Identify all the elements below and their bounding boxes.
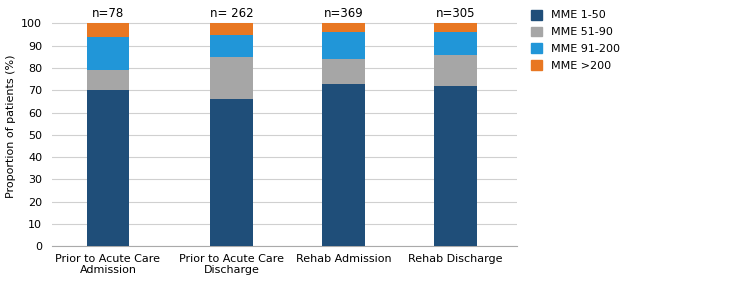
Bar <box>322 59 364 83</box>
Bar <box>434 55 477 86</box>
Bar <box>322 23 364 32</box>
Text: n=305: n=305 <box>436 7 476 20</box>
Bar <box>434 86 477 246</box>
Bar <box>210 99 253 246</box>
Text: n= 262: n= 262 <box>209 7 254 20</box>
Bar <box>322 83 364 246</box>
Bar <box>434 23 477 32</box>
Bar <box>322 32 364 59</box>
Bar <box>86 70 129 90</box>
Y-axis label: Proportion of patients (%): Proportion of patients (%) <box>5 54 16 198</box>
Legend: MME 1-50, MME 51-90, MME 91-200, MME >200: MME 1-50, MME 51-90, MME 91-200, MME >20… <box>527 6 623 74</box>
Bar <box>210 23 253 35</box>
Bar <box>210 35 253 57</box>
Bar <box>86 23 129 37</box>
Text: n=369: n=369 <box>324 7 364 20</box>
Bar <box>86 90 129 246</box>
Bar <box>210 57 253 99</box>
Text: n=78: n=78 <box>92 7 124 20</box>
Bar <box>434 32 477 55</box>
Bar <box>86 37 129 70</box>
